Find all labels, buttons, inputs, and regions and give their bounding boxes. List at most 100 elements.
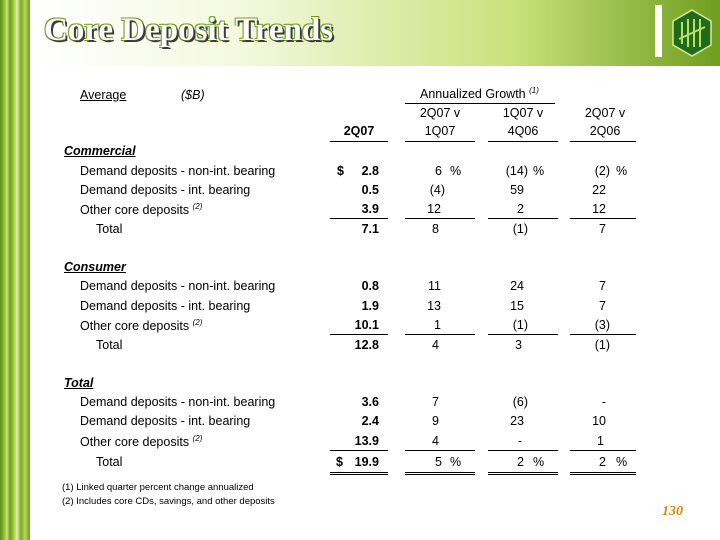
col-g2-header-rule (488, 141, 558, 142)
value-2q07: 3.6 (361, 395, 379, 409)
growth-g1: 5 (435, 455, 442, 469)
growth-g3: (3) (594, 318, 610, 332)
growth-g3: 12 (592, 202, 606, 216)
growth-g2: 2 (517, 455, 524, 469)
subtotal-rule (330, 218, 388, 219)
col-header-g2-line1: 1Q07 v (502, 106, 544, 120)
growth-g1: 8 (432, 222, 439, 236)
value-2q07: 10.1 (354, 318, 379, 332)
growth-g1: 7 (432, 395, 439, 409)
section-title-commercial: Commercial (64, 144, 136, 158)
value-2q07: 7.1 (361, 222, 379, 236)
value-2q07: 0.5 (361, 183, 379, 197)
row-label: Other core deposits (2) (80, 318, 203, 334)
growth-g3: 7 (599, 299, 606, 313)
growth-g2: 3 (515, 338, 522, 352)
growth-g1: 11 (428, 279, 441, 293)
growth-g3: 7 (599, 222, 606, 236)
growth-g2: 24 (510, 279, 524, 293)
value-2q07: 3.9 (361, 202, 379, 216)
subtotal-rule (405, 334, 475, 335)
row-label: Demand deposits - non-int. bearing (80, 279, 276, 293)
row-label: Demand deposits - int. bearing (80, 183, 251, 197)
col-g3-header-rule (570, 141, 636, 142)
growth-g1: 4 (432, 434, 439, 448)
grand-total-rule (405, 472, 475, 473)
subtotal-rule (570, 218, 636, 219)
row-label: Other core deposits (2) (80, 202, 203, 218)
col-header-g3-line2: 2Q06 (589, 124, 621, 138)
row-label: Demand deposits - int. bearing (80, 414, 251, 428)
col-header-g2-line2: 4Q06 (507, 124, 539, 138)
section-title-consumer: Consumer (64, 260, 126, 274)
growth-g2: 23 (510, 414, 524, 428)
subtotal-rule (570, 334, 636, 335)
row-label: Other core deposits (2) (80, 434, 203, 450)
growth-g3: (1) (594, 338, 610, 352)
growth-g3: (2) (594, 164, 610, 178)
grand-total-rule (330, 474, 388, 475)
subtotal-rule (405, 450, 475, 451)
subtotal-rule (570, 450, 636, 451)
growth-g1: 9 (432, 414, 439, 428)
average-label: Average (80, 88, 127, 102)
value-2q07: 13.9 (354, 434, 379, 448)
growth-g2: - (517, 434, 522, 448)
page-title: Core Deposit Trends (44, 12, 334, 48)
growth-g2-pct: % (533, 164, 545, 178)
growth-heading-rule (405, 103, 555, 104)
annualized-growth-heading: Annualized Growth (1) (420, 86, 539, 102)
growth-g1-pct: % (450, 455, 462, 469)
section-title-total: Total (64, 376, 94, 390)
value-2q07: 12.8 (354, 338, 379, 352)
subtotal-rule (405, 218, 475, 219)
growth-g3: 7 (599, 279, 606, 293)
footnote-2: (2) Includes core CDs, savings, and othe… (62, 496, 275, 507)
growth-g2-pct: % (533, 455, 545, 469)
growth-g3: 1 (597, 434, 604, 448)
row-label: Total (96, 222, 123, 236)
col-g1-header-rule (405, 141, 475, 142)
growth-g1: 13 (427, 299, 441, 313)
growth-g3: - (601, 395, 606, 409)
growth-g2: (1) (512, 222, 528, 236)
col-header-base: 2Q07 (343, 124, 375, 138)
value-2q07: 2.8 (361, 164, 379, 178)
growth-g3: 2 (599, 455, 606, 469)
left-decorative-stripes (0, 0, 30, 540)
growth-g3-pct: % (616, 164, 628, 178)
footnote-1: (1) Linked quarter percent change annual… (62, 482, 254, 493)
growth-g1: 1 (434, 318, 441, 332)
value-2q07: 0.8 (361, 279, 379, 293)
units-label: ($B) (181, 88, 205, 102)
col-header-g3-line1: 2Q07 v (584, 106, 626, 120)
grand-total-rule (570, 472, 636, 473)
value-2q07: 19.9 (354, 455, 379, 469)
subtotal-rule (488, 450, 558, 451)
banner-accent-bar (655, 5, 662, 57)
grand-total-rule (570, 474, 636, 475)
growth-g2: (6) (512, 395, 528, 409)
growth-g1-pct: % (450, 164, 462, 178)
growth-g1: 4 (432, 338, 439, 352)
value-2q07: 1.9 (361, 299, 379, 313)
growth-g3: 10 (592, 414, 606, 428)
row-label: Demand deposits - non-int. bearing (80, 395, 276, 409)
subtotal-rule (330, 334, 388, 335)
page-number: 130 (662, 504, 683, 519)
row-label: Demand deposits - int. bearing (80, 299, 251, 313)
growth-g2: 15 (510, 299, 524, 313)
grand-total-rule (405, 474, 475, 475)
grand-total-rule (488, 474, 558, 475)
growth-g3-pct: % (616, 455, 628, 469)
growth-g1: 12 (427, 202, 441, 216)
row-label: Demand deposits - non-int. bearing (80, 164, 276, 178)
growth-g2: (1) (512, 318, 528, 332)
col-header-g1-line1: 2Q07 v (419, 106, 461, 120)
company-logo-icon (672, 9, 712, 57)
subtotal-rule (488, 334, 558, 335)
grand-total-rule (488, 472, 558, 473)
col-header-g1-line2: 1Q07 (424, 124, 456, 138)
growth-g3: 22 (592, 183, 606, 197)
subtotal-rule (330, 450, 388, 451)
